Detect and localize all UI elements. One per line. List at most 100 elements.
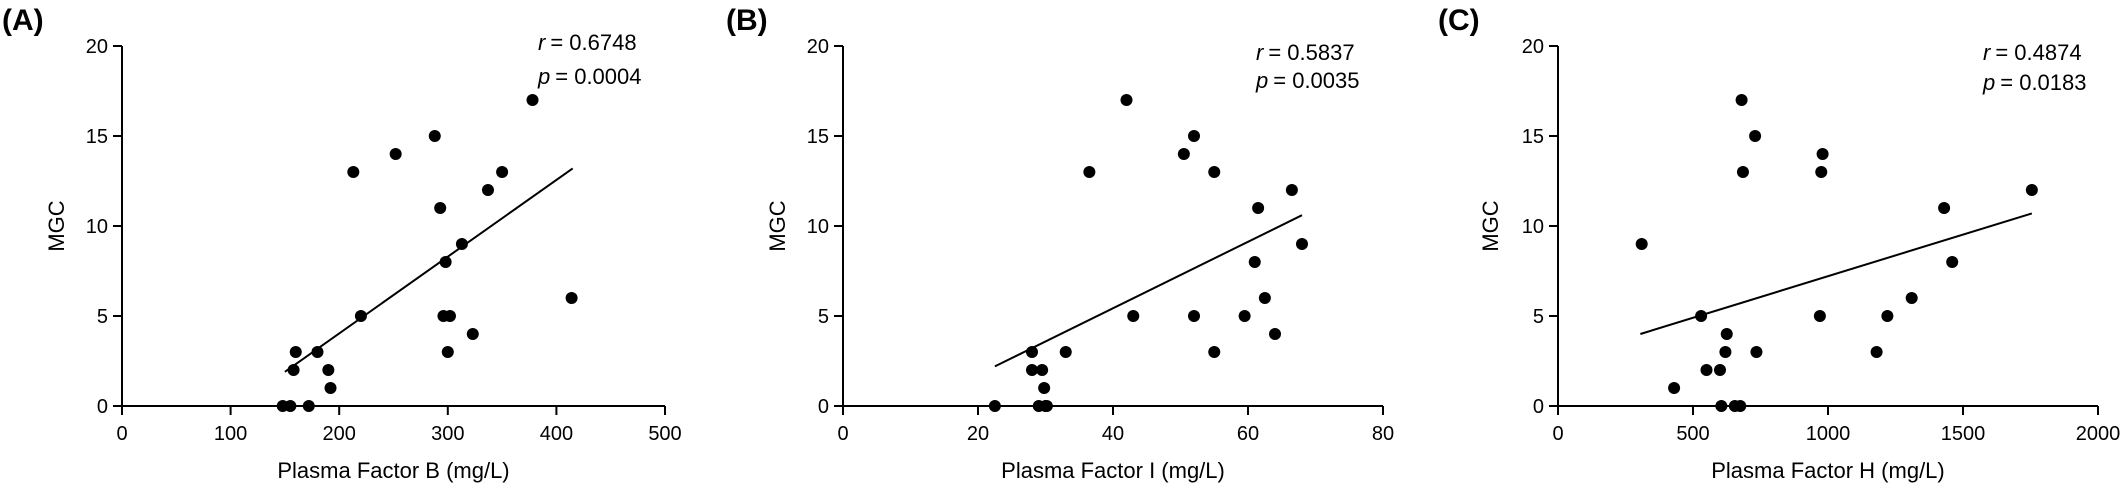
data-point xyxy=(2025,184,2038,196)
p-symbol: p xyxy=(1255,68,1268,93)
data-point xyxy=(1946,256,1959,268)
data-point xyxy=(287,364,300,376)
data-point xyxy=(1938,202,1951,214)
p-statistic: p = 0.0035 xyxy=(1255,68,1360,93)
x-tick-label: 0 xyxy=(116,423,127,445)
x-tick-label: 200 xyxy=(323,423,356,445)
data-point xyxy=(302,400,315,412)
data-point xyxy=(1026,364,1038,376)
data-point xyxy=(1750,346,1763,358)
y-tick-label: 15 xyxy=(807,126,829,148)
y-tick-label: 15 xyxy=(1522,126,1544,148)
data-point xyxy=(1714,364,1726,376)
data-point xyxy=(1285,184,1298,196)
data-point xyxy=(389,148,402,160)
x-tick-label: 400 xyxy=(540,423,573,445)
y-tick-label: 10 xyxy=(86,216,108,238)
y-tick-label: 0 xyxy=(818,396,829,418)
y-tick-label: 20 xyxy=(807,36,829,58)
data-point xyxy=(1870,346,1883,358)
panel-label: (A) xyxy=(2,4,44,37)
y-tick-label: 0 xyxy=(97,396,108,418)
data-point xyxy=(434,202,447,214)
data-point xyxy=(347,166,360,178)
data-point xyxy=(1715,400,1728,412)
data-point xyxy=(1127,310,1140,322)
x-tick-label: 1500 xyxy=(1941,423,1986,445)
data-point xyxy=(1188,130,1200,142)
data-point xyxy=(1296,238,1308,250)
data-point xyxy=(441,346,454,358)
r-statistic: r = 0.6748 xyxy=(538,30,637,55)
data-point xyxy=(1815,166,1828,178)
p-statistic: p = 0.0183 xyxy=(1982,70,2087,95)
y-tick-label: 15 xyxy=(86,126,108,148)
p-statistic: p = 0.0004 xyxy=(537,64,642,89)
y-tick-label: 5 xyxy=(1533,306,1544,328)
data-point xyxy=(1252,202,1265,214)
panel-label: (B) xyxy=(726,4,768,37)
data-point xyxy=(1038,382,1051,394)
x-axis-title: Plasma Factor B (mg/L) xyxy=(277,458,509,483)
y-tick-label: 5 xyxy=(818,306,829,328)
r-value: = 0.4874 xyxy=(1995,40,2081,65)
x-axis-title: Plasma Factor H (mg/L) xyxy=(1711,458,1945,483)
data-point xyxy=(1881,310,1894,322)
data-point xyxy=(1120,94,1133,106)
x-tick-label: 40 xyxy=(1102,423,1124,445)
p-value: = 0.0035 xyxy=(1273,68,1359,93)
data-point xyxy=(1188,310,1200,322)
data-point xyxy=(481,184,494,196)
x-tick-label: 300 xyxy=(431,423,464,445)
data-point xyxy=(322,364,335,376)
data-point xyxy=(1208,166,1221,178)
data-point xyxy=(1695,310,1708,322)
data-point xyxy=(988,400,1001,412)
x-tick-label: 2000 xyxy=(2076,423,2121,445)
data-point xyxy=(1816,148,1829,160)
data-point xyxy=(1749,130,1762,142)
r-symbol: r xyxy=(1983,40,1992,65)
data-point xyxy=(1238,310,1251,322)
data-point xyxy=(496,166,509,178)
x-tick-label: 60 xyxy=(1237,423,1259,445)
data-point xyxy=(565,292,578,304)
panel-b: (B) 0 5 10 15 20 0 20 40 60 80 Plasma Factor I (mg/… xyxy=(726,4,1394,483)
y-tick-label: 10 xyxy=(807,216,829,238)
data-point xyxy=(324,382,337,394)
y-tick-label: 0 xyxy=(1533,396,1544,418)
data-point xyxy=(1026,346,1038,358)
x-tick-label: 1000 xyxy=(1806,423,1851,445)
data-point xyxy=(1813,310,1826,322)
y-tick-label: 5 xyxy=(97,306,108,328)
x-tick-label: 100 xyxy=(214,423,247,445)
y-tick-label: 10 xyxy=(1522,216,1544,238)
data-point xyxy=(1258,292,1271,304)
x-tick-label: 500 xyxy=(648,423,681,445)
data-point xyxy=(1720,328,1733,340)
panel-c: (C) 0 5 10 15 20 0 500 1000 1500 2000 Plasma Factor… xyxy=(1438,4,2120,483)
data-point xyxy=(284,400,297,412)
data-point xyxy=(1083,166,1096,178)
data-point xyxy=(526,94,539,106)
data-point xyxy=(1734,400,1747,412)
p-symbol: p xyxy=(1982,70,1995,95)
data-point xyxy=(1177,148,1190,160)
r-statistic: r = 0.5837 xyxy=(1256,40,1355,65)
data-point xyxy=(1700,364,1713,376)
x-tick-label: 20 xyxy=(967,423,989,445)
data-point xyxy=(1036,364,1049,376)
data-point xyxy=(1735,94,1748,106)
x-tick-label: 0 xyxy=(1552,423,1563,445)
r-symbol: r xyxy=(538,30,547,55)
r-value: = 0.5837 xyxy=(1268,40,1354,65)
regression-line xyxy=(284,167,574,373)
data-point xyxy=(428,130,441,142)
p-value: = 0.0183 xyxy=(2000,70,2086,95)
data-point xyxy=(466,328,479,340)
data-point xyxy=(1635,238,1648,250)
data-point xyxy=(1040,400,1053,412)
y-axis-title: MGC xyxy=(765,200,790,251)
data-point xyxy=(311,346,324,358)
